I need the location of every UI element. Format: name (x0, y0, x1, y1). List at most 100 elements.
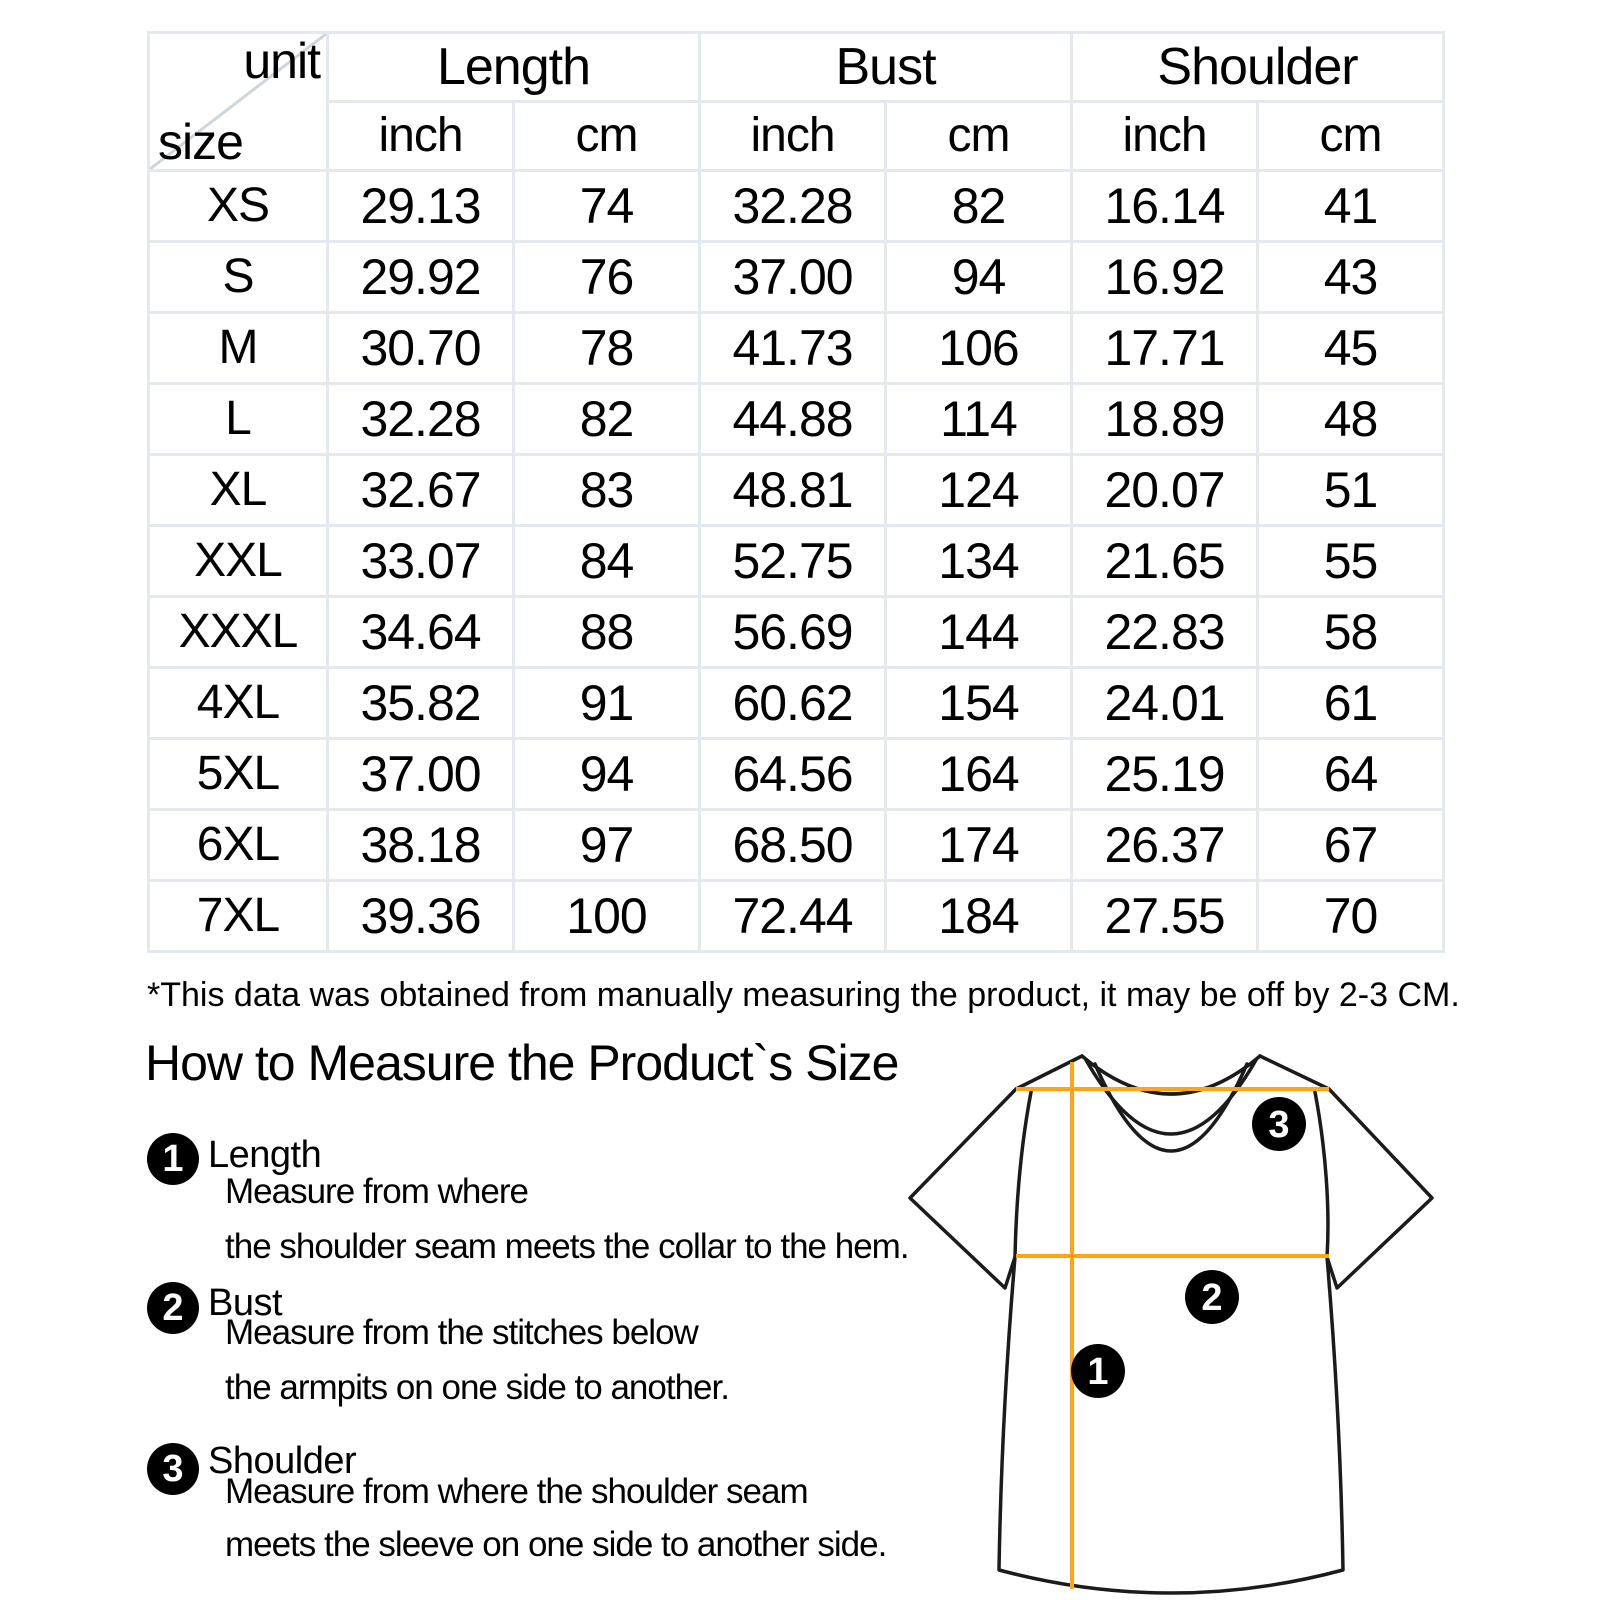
step-2-line-1: Measure from the stitches below (225, 1313, 699, 1352)
table-cell: 64 (1259, 740, 1442, 808)
marker-3-number: 3 (1268, 1104, 1289, 1146)
table-cell: 100 (515, 882, 698, 950)
table-cell: 97 (515, 811, 698, 879)
size-label: 5XL (150, 740, 326, 808)
table-cell: 21.65 (1073, 527, 1256, 595)
table-cell: 18.89 (1073, 385, 1256, 453)
table-cell: 68.50 (701, 811, 884, 879)
table-cell: 17.71 (1073, 314, 1256, 382)
table-cell: 22.83 (1073, 598, 1256, 666)
unit-header: inch (1073, 103, 1256, 169)
table-cell: 70 (1259, 882, 1442, 950)
how-to-measure-title: How to Measure the Product`s Size (145, 1035, 899, 1091)
measurement-lines (1016, 1062, 1329, 1589)
table-cell: 60.62 (701, 669, 884, 737)
size-label: 6XL (150, 811, 326, 879)
corner-unit-label: unit (243, 33, 321, 89)
table-cell: 29.92 (329, 243, 512, 311)
size-label: 4XL (150, 669, 326, 737)
table-cell: 39.36 (329, 882, 512, 950)
unit-header: cm (1259, 103, 1442, 169)
marker-1-number: 1 (1087, 1351, 1108, 1393)
corner-size-label: size (158, 114, 244, 170)
table-cell: 41.73 (701, 314, 884, 382)
table-cell: 106 (887, 314, 1070, 382)
table-cell: 34.64 (329, 598, 512, 666)
table-cell: 30.70 (329, 314, 512, 382)
table-cell: 83 (515, 456, 698, 524)
table-cell: 124 (887, 456, 1070, 524)
table-cell: 37.00 (329, 740, 512, 808)
table-cell: 29.13 (329, 172, 512, 240)
table-cell: 144 (887, 598, 1070, 666)
table-cell: 74 (515, 172, 698, 240)
table-cell: 64.56 (701, 740, 884, 808)
step-2-label: Bust (208, 1282, 283, 1324)
table-cell: 35.82 (329, 669, 512, 737)
table-cell: 78 (515, 314, 698, 382)
table-cell: 25.19 (1073, 740, 1256, 808)
table-cell: 16.14 (1073, 172, 1256, 240)
table-cell: 24.01 (1073, 669, 1256, 737)
size-label: M (150, 314, 326, 382)
table-cell: 82 (515, 385, 698, 453)
table-cell: 72.44 (701, 882, 884, 950)
step-1-badge: 1 (147, 1133, 199, 1185)
table-cell: 84 (515, 527, 698, 595)
step-2-badge: 2 (147, 1282, 199, 1334)
table-cell: 174 (887, 811, 1070, 879)
table-cell: 82 (887, 172, 1070, 240)
table-cell: 41 (1259, 172, 1442, 240)
marker-2-circle (1185, 1270, 1239, 1324)
step-2-line-2: the armpits on one side to another. (225, 1368, 730, 1407)
table-cell: 27.55 (1073, 882, 1256, 950)
table-cell: 134 (887, 527, 1070, 595)
step-3-line-1: Measure from where the shoulder seam (225, 1472, 809, 1511)
corner-header-cell: unit size (150, 34, 326, 169)
table-cell: 32.67 (329, 456, 512, 524)
column-group-shoulder: Shoulder (1073, 34, 1442, 100)
table-cell: 48 (1259, 385, 1442, 453)
tshirt-outline (908, 1054, 1434, 1595)
table-cell: 67 (1259, 811, 1442, 879)
marker-2-number: 2 (1201, 1277, 1222, 1319)
table-cell: 184 (887, 882, 1070, 950)
table-cell: 20.07 (1073, 456, 1256, 524)
size-table: unit size Length Bust Shoulder inch cm i… (147, 31, 1445, 953)
table-cell: 91 (515, 669, 698, 737)
size-label: XXXL (150, 598, 326, 666)
table-cell: 48.81 (701, 456, 884, 524)
step-1-line-2: the shoulder seam meets the collar to th… (225, 1227, 910, 1266)
step-3-line-2: meets the sleeve on one side to another … (225, 1525, 887, 1564)
table-cell: 94 (887, 243, 1070, 311)
marker-1-circle (1071, 1344, 1125, 1398)
table-cell: 37.00 (701, 243, 884, 311)
table-cell: 61 (1259, 669, 1442, 737)
table-cell: 44.88 (701, 385, 884, 453)
table-cell: 26.37 (1073, 811, 1256, 879)
size-label: L (150, 385, 326, 453)
unit-header: inch (329, 103, 512, 169)
step-3-badge: 3 (147, 1443, 199, 1495)
table-cell: 51 (1259, 456, 1442, 524)
size-label: 7XL (150, 882, 326, 950)
table-cell: 164 (887, 740, 1070, 808)
table-cell: 38.18 (329, 811, 512, 879)
unit-header: cm (515, 103, 698, 169)
table-cell: 58 (1259, 598, 1442, 666)
marker-3-circle (1252, 1097, 1306, 1151)
table-cell: 32.28 (329, 385, 512, 453)
diagram-markers: 1 2 3 (1071, 1097, 1306, 1398)
table-cell: 88 (515, 598, 698, 666)
table-cell: 55 (1259, 527, 1442, 595)
table-cell: 154 (887, 669, 1070, 737)
size-label: XXL (150, 527, 326, 595)
measurement-disclaimer: *This data was obtained from manually me… (147, 976, 1460, 1014)
column-group-bust: Bust (701, 34, 1070, 100)
table-cell: 32.28 (701, 172, 884, 240)
table-cell: 94 (515, 740, 698, 808)
tshirt-measurement-diagram: 1 2 3 (908, 1054, 1434, 1595)
table-cell: 76 (515, 243, 698, 311)
size-label: XS (150, 172, 326, 240)
size-label: S (150, 243, 326, 311)
